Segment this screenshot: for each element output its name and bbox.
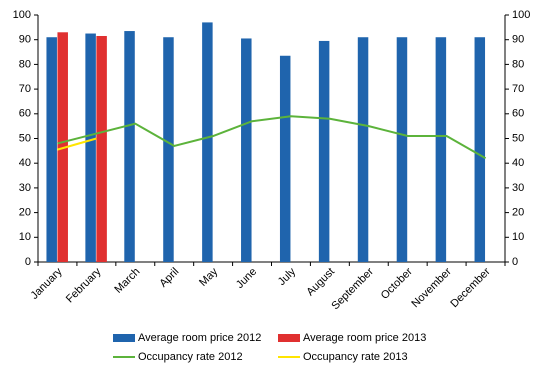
legend-label: Occupancy rate 2013 bbox=[303, 351, 408, 363]
x-tick-label: January bbox=[28, 265, 65, 302]
bar bbox=[318, 40, 330, 263]
y2-tick-label: 40 bbox=[512, 157, 524, 169]
y-tick-label: 0 bbox=[25, 256, 31, 268]
x-tick-label: December bbox=[448, 265, 493, 310]
x-tick-label: February bbox=[64, 265, 104, 305]
y-tick-label: 50 bbox=[19, 132, 31, 144]
y2-tick-label: 70 bbox=[512, 83, 524, 95]
x-tick-label: March bbox=[112, 266, 142, 296]
y2-tick-label: 0 bbox=[512, 256, 518, 268]
y-tick-label: 20 bbox=[19, 207, 31, 219]
y-tick-label: 70 bbox=[19, 83, 31, 95]
x-tick-label: June bbox=[234, 266, 259, 291]
y-tick-label: 60 bbox=[19, 108, 31, 120]
bar bbox=[396, 37, 408, 263]
bar bbox=[85, 33, 96, 263]
legend-swatch bbox=[278, 334, 300, 342]
bar bbox=[163, 37, 174, 263]
x-tick-label: November bbox=[409, 265, 454, 310]
bar bbox=[279, 55, 291, 262]
y2-tick-label: 30 bbox=[512, 182, 524, 194]
y2-tick-label: 50 bbox=[512, 132, 524, 144]
bar bbox=[202, 22, 213, 262]
y2-tick-label: 60 bbox=[512, 108, 524, 120]
y2-tick-label: 10 bbox=[512, 231, 524, 243]
x-tick-label: April bbox=[157, 266, 181, 290]
y2-tick-label: 100 bbox=[512, 9, 530, 21]
x-tick-label: May bbox=[197, 265, 221, 289]
bar bbox=[357, 37, 369, 263]
bar bbox=[474, 37, 486, 263]
y-tick-label: 90 bbox=[19, 34, 31, 46]
y-tick-label: 100 bbox=[13, 9, 31, 21]
line bbox=[57, 137, 97, 151]
legend-label: Average room price 2013 bbox=[303, 332, 426, 344]
bar bbox=[435, 37, 447, 263]
legend-swatch bbox=[113, 334, 135, 342]
bar bbox=[124, 31, 135, 263]
bar bbox=[96, 35, 107, 263]
y2-tick-label: 90 bbox=[512, 34, 524, 46]
y-tick-label: 30 bbox=[19, 182, 31, 194]
y-tick-label: 80 bbox=[19, 58, 31, 70]
bar bbox=[241, 38, 252, 263]
y-tick-label: 10 bbox=[19, 231, 31, 243]
y2-tick-label: 80 bbox=[512, 58, 524, 70]
x-tick-label: October bbox=[379, 265, 415, 301]
x-tick-label: August bbox=[304, 266, 337, 299]
y-tick-label: 40 bbox=[19, 157, 31, 169]
y2-tick-label: 20 bbox=[512, 207, 524, 219]
x-tick-label: July bbox=[276, 265, 299, 288]
x-tick-label: September bbox=[329, 265, 376, 312]
bar bbox=[46, 37, 57, 263]
line bbox=[57, 115, 487, 160]
legend-label: Occupancy rate 2012 bbox=[138, 351, 243, 363]
legend-label: Average room price 2012 bbox=[138, 332, 261, 344]
